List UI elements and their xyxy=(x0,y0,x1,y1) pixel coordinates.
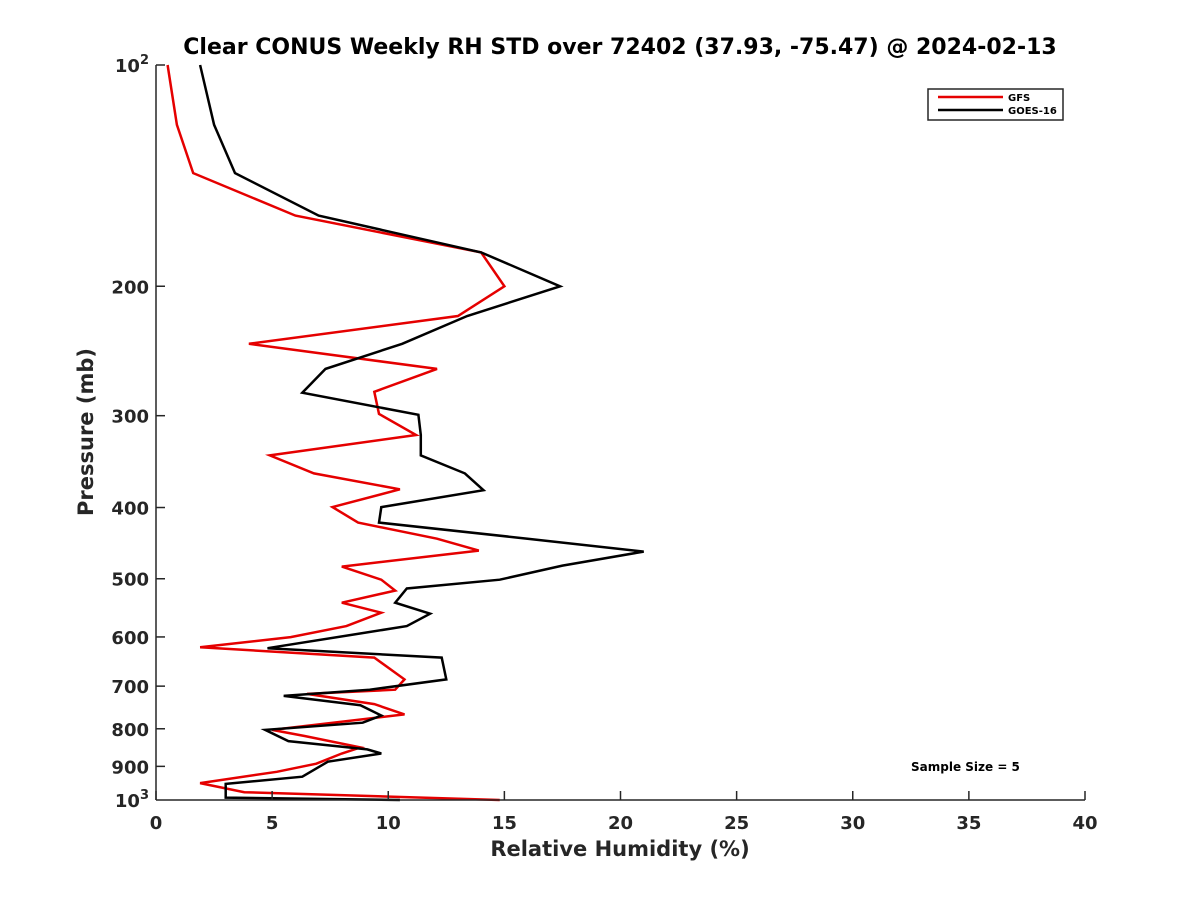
y-tick-label: 900 xyxy=(111,757,149,778)
y-tick-label: 103 xyxy=(115,788,149,812)
y-tick-label: 600 xyxy=(111,628,149,649)
x-tick-label: 30 xyxy=(840,813,865,834)
x-tick-label: 15 xyxy=(492,813,517,834)
x-tick-label: 40 xyxy=(1072,813,1097,834)
x-tick-label: 0 xyxy=(150,813,163,834)
y-axis-label: Pressure (mb) xyxy=(74,348,98,516)
x-tick-label: 25 xyxy=(724,813,749,834)
y-tick-label: 800 xyxy=(111,720,149,741)
legend-box xyxy=(927,88,1064,121)
series-line-goes16 xyxy=(198,64,644,802)
x-tick-label: 20 xyxy=(608,813,633,834)
x-axis-label: Relative Humidity (%) xyxy=(490,837,749,861)
legend-label-gfs: GFS xyxy=(1008,93,1030,104)
series-line-gfs xyxy=(166,64,507,802)
y-tick-label: 400 xyxy=(111,499,149,520)
chart-title: Clear CONUS Weekly RH STD over 72402 (37… xyxy=(183,35,1056,60)
y-tick-label: 500 xyxy=(111,570,149,591)
x-tick-label: 10 xyxy=(376,813,401,834)
y-tick-label: 700 xyxy=(111,677,149,698)
x-axis-ticks: 0 5 10 15 20 25 30 35 40 xyxy=(150,791,1098,834)
legend-label-goes16: GOES-16 xyxy=(1008,106,1057,117)
legend: GFS GOES-16 xyxy=(927,88,1064,121)
y-tick-label: 300 xyxy=(111,407,149,428)
plot-lines xyxy=(166,64,644,802)
y-axis-ticks: 102 200 300 400 500 600 700 800 900 103 xyxy=(111,53,165,812)
sample-size-annotation: Sample Size = 5 xyxy=(911,760,1020,774)
x-tick-label: 35 xyxy=(956,813,981,834)
x-tick-label: 5 xyxy=(266,813,279,834)
y-tick-label: 200 xyxy=(111,277,149,298)
y-tick-label: 102 xyxy=(115,53,149,77)
